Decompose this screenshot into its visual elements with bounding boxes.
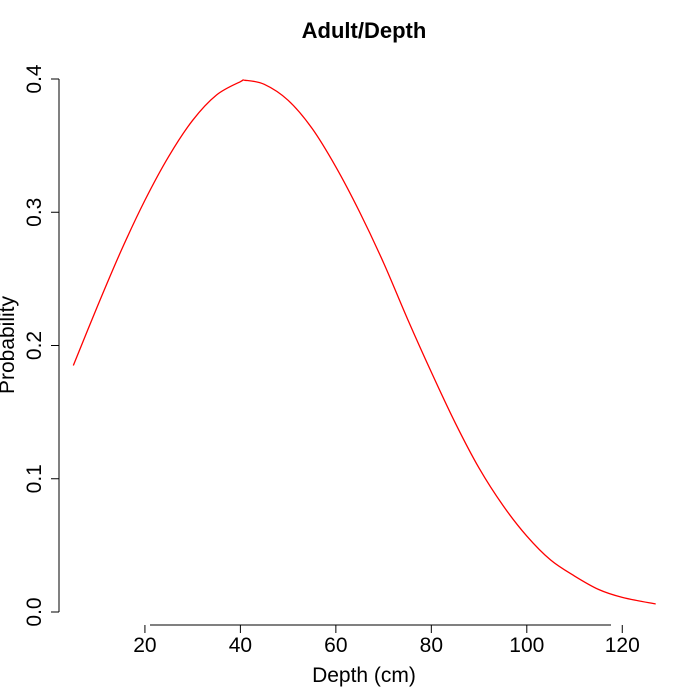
y-axis-label: Probability <box>0 295 19 394</box>
x-tick-label: 20 <box>133 634 156 657</box>
y-tick-label: 0.4 <box>23 64 46 94</box>
x-tick-label: 40 <box>229 634 252 657</box>
y-tick-label: 0.0 <box>23 597 46 626</box>
x-tick-label: 100 <box>509 634 544 657</box>
y-tick-label: 0.3 <box>23 198 46 227</box>
chart-title: Adult/Depth <box>302 18 427 43</box>
x-tick-label: 120 <box>605 634 640 657</box>
series-line <box>72 79 656 605</box>
y-tick-label: 0.1 <box>23 464 46 493</box>
x-axis: 20 40 60 80 100 120 <box>133 625 640 657</box>
x-axis-label: Depth (cm) <box>312 664 416 687</box>
y-tick-label: 0.2 <box>23 331 46 360</box>
x-tick-label: 60 <box>324 634 347 657</box>
y-axis: 0.0 0.1 0.2 0.3 0.4 <box>23 64 59 627</box>
x-tick-label: 80 <box>420 634 443 657</box>
